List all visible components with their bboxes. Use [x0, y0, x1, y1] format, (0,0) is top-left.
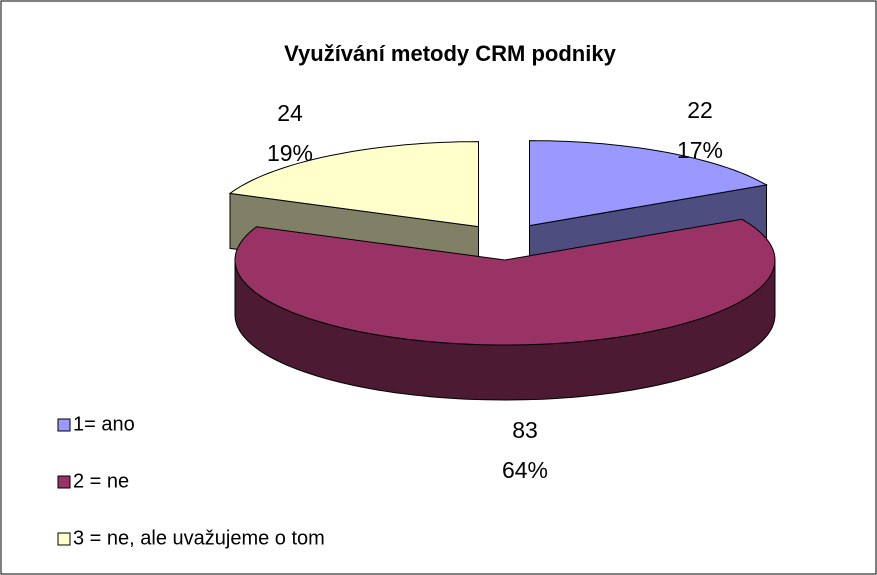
- pie-slice: [234, 218, 776, 346]
- chart-title: Využívání metody CRM podniky: [284, 41, 616, 66]
- legend-swatch: [57, 475, 71, 489]
- legend-swatch: [57, 418, 71, 432]
- pie-slice: [228, 141, 479, 228]
- percent-label: 19%: [267, 140, 313, 166]
- legend-label: 3 = ne, ale uvažujeme o tom: [73, 527, 325, 549]
- data-label: 22: [687, 97, 713, 123]
- percent-label: 17%: [677, 137, 723, 163]
- pie-slice: [529, 140, 769, 227]
- legend-label: 2 = ne: [73, 470, 129, 492]
- legend-swatch: [57, 532, 71, 546]
- data-label: 24: [277, 100, 303, 126]
- legend-label: 1= ano: [73, 413, 135, 435]
- percent-label: 64%: [502, 457, 548, 483]
- data-label: 83: [512, 417, 538, 443]
